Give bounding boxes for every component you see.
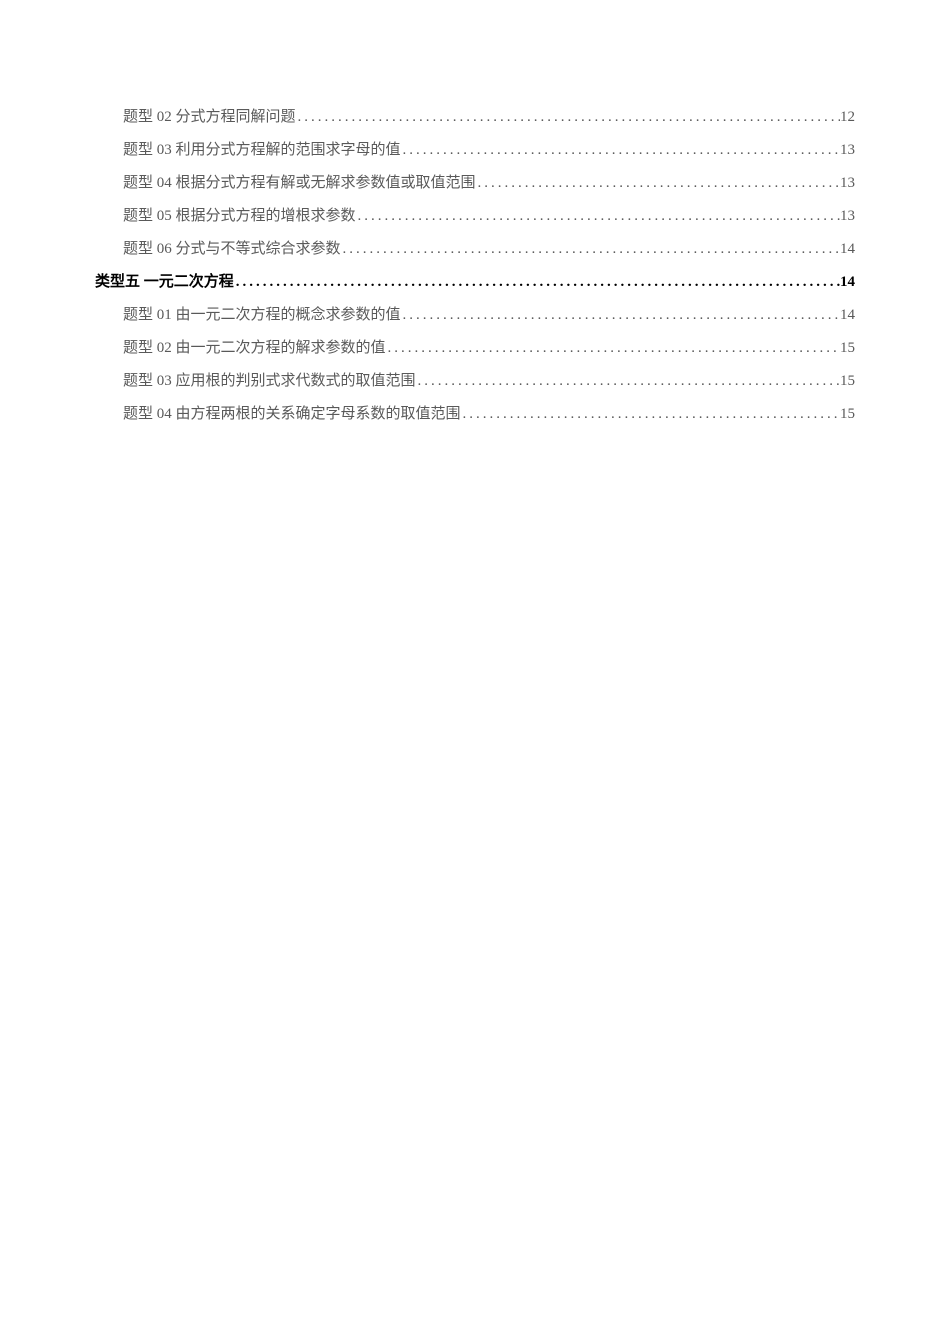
toc-entry[interactable]: 题型 03 利用分式方程解的范围求字母的值 13: [95, 138, 855, 162]
table-of-contents: 题型 02 分式方程同解问题 12 题型 03 利用分式方程解的范围求字母的值 …: [95, 105, 855, 426]
toc-entry[interactable]: 题型 04 根据分式方程有解或无解求参数值或取值范围 13: [95, 171, 855, 195]
toc-label: 题型 02 分式方程同解问题: [123, 105, 296, 129]
toc-label: 题型 03 利用分式方程解的范围求字母的值: [123, 138, 401, 162]
toc-page-number: 14: [840, 270, 855, 294]
toc-label: 题型 04 根据分式方程有解或无解求参数值或取值范围: [123, 171, 476, 195]
toc-section-label: 类型五 一元二次方程: [95, 270, 234, 294]
toc-page-number: 15: [840, 369, 855, 393]
toc-leader-dots: [296, 105, 840, 129]
toc-label: 题型 03 应用根的判别式求代数式的取值范围: [123, 369, 416, 393]
toc-leader-dots: [476, 171, 840, 195]
toc-entry[interactable]: 题型 03 应用根的判别式求代数式的取值范围 15: [95, 369, 855, 393]
toc-entry[interactable]: 题型 06 分式与不等式综合求参数 14: [95, 237, 855, 261]
toc-page-number: 13: [840, 204, 855, 228]
toc-label: 题型 04 由方程两根的关系确定字母系数的取值范围: [123, 402, 461, 426]
toc-page-number: 14: [840, 303, 855, 327]
toc-page-number: 12: [840, 105, 855, 129]
toc-label: 题型 01 由一元二次方程的概念求参数的值: [123, 303, 401, 327]
toc-leader-dots: [401, 303, 840, 327]
toc-page-number: 15: [840, 402, 855, 426]
toc-leader-dots: [386, 336, 840, 360]
toc-label: 题型 02 由一元二次方程的解求参数的值: [123, 336, 386, 360]
toc-leader-dots: [401, 138, 840, 162]
toc-leader-dots: [461, 402, 840, 426]
toc-leader-dots: [234, 270, 840, 294]
toc-page-number: 13: [840, 138, 855, 162]
toc-entry[interactable]: 题型 01 由一元二次方程的概念求参数的值 14: [95, 303, 855, 327]
toc-leader-dots: [356, 204, 840, 228]
toc-label: 题型 05 根据分式方程的增根求参数: [123, 204, 356, 228]
toc-entry[interactable]: 题型 05 根据分式方程的增根求参数 13: [95, 204, 855, 228]
toc-label: 题型 06 分式与不等式综合求参数: [123, 237, 341, 261]
toc-entry[interactable]: 题型 02 分式方程同解问题 12: [95, 105, 855, 129]
toc-entry[interactable]: 题型 04 由方程两根的关系确定字母系数的取值范围 15: [95, 402, 855, 426]
toc-leader-dots: [341, 237, 840, 261]
toc-section-entry[interactable]: 类型五 一元二次方程 14: [95, 270, 855, 294]
toc-page-number: 14: [840, 237, 855, 261]
toc-page-number: 13: [840, 171, 855, 195]
toc-leader-dots: [416, 369, 840, 393]
toc-entry[interactable]: 题型 02 由一元二次方程的解求参数的值 15: [95, 336, 855, 360]
toc-page-number: 15: [840, 336, 855, 360]
